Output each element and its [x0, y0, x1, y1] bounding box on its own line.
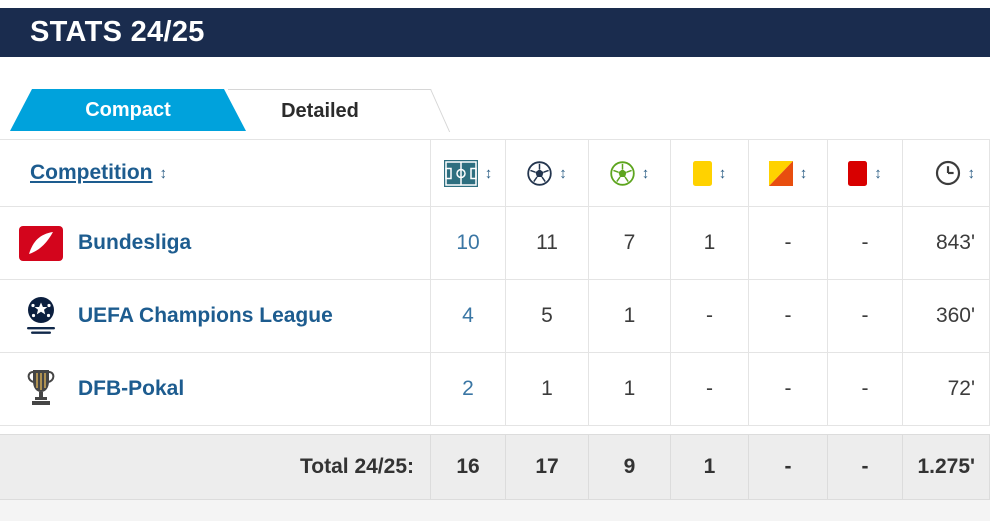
column-header-appearances[interactable]: ↕: [430, 140, 505, 207]
column-header-yellow-red-cards[interactable]: ↕: [748, 140, 827, 207]
appearances-cell: 2: [430, 353, 505, 426]
page-title: STATS 24/25: [30, 16, 205, 48]
clock-icon: [935, 160, 961, 186]
assist-ball-icon: [610, 160, 635, 186]
champions-league-logo[interactable]: [17, 296, 65, 336]
table-row-competition: DFB-Pokal: [0, 353, 430, 426]
sort-icon[interactable]: ↕: [874, 164, 882, 182]
column-header-competition[interactable]: Competition ↕: [0, 140, 430, 207]
column-header-goals[interactable]: ↕: [505, 140, 588, 207]
column-header-red-cards[interactable]: ↕: [827, 140, 902, 207]
bottom-strip: [0, 500, 990, 521]
sort-icon[interactable]: ↕: [967, 164, 976, 182]
competition-header-link[interactable]: Competition: [30, 161, 153, 184]
competition-link[interactable]: UEFA Champions League: [78, 304, 333, 327]
tab-compact-label: Compact: [85, 98, 171, 121]
tab-bar: Compact Detailed: [0, 89, 990, 132]
red-cards-cell: -: [827, 353, 902, 426]
soccer-ball-icon: [527, 160, 552, 186]
yellow-cards-cell: -: [670, 353, 748, 426]
sort-icon[interactable]: ↕: [718, 164, 727, 182]
yellow-cards-cell: -: [670, 280, 748, 353]
column-header-assists[interactable]: ↕: [588, 140, 670, 207]
competition-link[interactable]: DFB-Pokal: [78, 377, 185, 400]
tab-compact[interactable]: Compact: [10, 89, 246, 131]
minutes-cell: 72': [902, 353, 989, 426]
competition-link[interactable]: Bundesliga: [78, 231, 192, 254]
table-row-competition: Bundesliga: [0, 207, 430, 280]
dfb-pokal-logo[interactable]: [17, 369, 65, 409]
sort-icon[interactable]: ↕: [484, 164, 493, 182]
total-yellow-cards: 1: [670, 435, 748, 499]
total-assists: 9: [588, 435, 670, 499]
sort-icon[interactable]: ↕: [641, 164, 650, 182]
total-yellow-red-cards: -: [748, 435, 827, 499]
bundesliga-logo[interactable]: [17, 225, 65, 261]
goals-cell: 5: [505, 280, 588, 353]
appearances-link[interactable]: 10: [456, 231, 480, 254]
tab-detailed[interactable]: Detailed: [228, 89, 412, 132]
sort-icon[interactable]: ↕: [559, 164, 567, 182]
yellow-red-cards-cell: -: [748, 207, 827, 280]
appearances-cell: 10: [430, 207, 505, 280]
total-label: Total 24/25:: [0, 435, 430, 499]
pitch-icon: [443, 159, 478, 187]
assists-cell: 1: [588, 280, 670, 353]
appearances-link[interactable]: 4: [462, 304, 474, 327]
yellow-cards-cell: 1: [670, 207, 748, 280]
minutes-cell: 843': [902, 207, 989, 280]
minutes-cell: 360': [902, 280, 989, 353]
sort-icon[interactable]: ↕: [799, 164, 808, 182]
tab-detailed-label: Detailed: [281, 99, 359, 122]
total-red-cards: -: [827, 435, 902, 499]
yellow-card-icon: [692, 160, 712, 186]
red-cards-cell: -: [827, 280, 902, 353]
appearances-cell: 4: [430, 280, 505, 353]
assists-cell: 1: [588, 353, 670, 426]
yellow-red-cards-cell: -: [748, 353, 827, 426]
column-header-yellow-cards[interactable]: ↕: [670, 140, 748, 207]
total-row: Total 24/25: 16 17 9 1 - - 1.275': [0, 434, 990, 500]
sort-icon[interactable]: ↕: [159, 164, 167, 182]
stats-table: Competition ↕ ↕: [0, 139, 990, 426]
total-appearances: 16: [430, 435, 505, 499]
total-goals: 17: [505, 435, 588, 499]
stats-header-bar: STATS 24/25: [0, 8, 990, 57]
table-row-competition: UEFA Champions League: [0, 280, 430, 353]
red-card-icon: [848, 160, 868, 186]
red-cards-cell: -: [827, 207, 902, 280]
yellow-red-cards-cell: -: [748, 280, 827, 353]
goals-cell: 1: [505, 353, 588, 426]
yellow-red-card-icon: [768, 160, 793, 186]
assists-cell: 7: [588, 207, 670, 280]
column-header-minutes[interactable]: ↕: [902, 140, 989, 207]
goals-cell: 11: [505, 207, 588, 280]
stats-widget: STATS 24/25 Compact Detailed Competition…: [0, 8, 1000, 529]
total-minutes: 1.275': [902, 435, 989, 499]
appearances-link[interactable]: 2: [462, 377, 474, 400]
